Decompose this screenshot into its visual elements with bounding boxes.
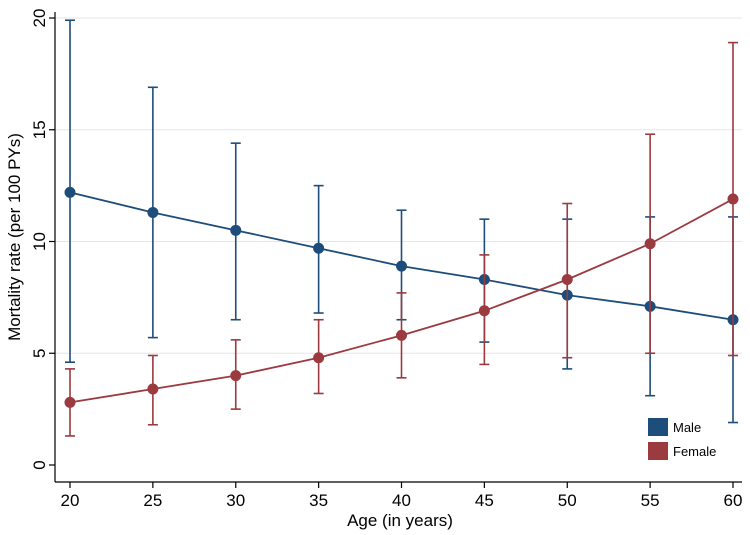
x-tick-label-55: 55 [641,491,660,510]
point-female-60 [727,193,739,205]
y-tick-label-10: 10 [30,232,49,251]
x-tick-label-40: 40 [392,491,411,510]
point-female-50 [561,273,573,285]
point-male-30 [230,224,242,236]
x-tick-label-45: 45 [475,491,494,510]
point-male-35 [313,242,325,254]
x-tick-label-20: 20 [61,491,80,510]
y-axis-title: Mortality rate (per 100 PYs) [5,133,24,341]
point-female-45 [478,305,490,317]
x-axis-title: Age (in years) [347,511,453,530]
point-female-25 [147,383,159,395]
y-tick-label-15: 15 [30,120,49,139]
legend-swatch-male [648,418,668,436]
legend: Male Female [648,418,716,460]
legend-swatch-female [648,442,668,460]
point-female-40 [396,329,407,341]
x-tick-label-35: 35 [309,491,328,510]
x-tick-label-30: 30 [226,491,245,510]
point-female-20 [64,396,76,408]
x-tick-label-50: 50 [558,491,577,510]
point-male-40 [396,260,407,272]
point-female-55 [644,238,656,250]
point-male-25 [147,206,159,218]
legend-label-female: Female [673,444,716,459]
point-female-35 [313,352,325,364]
ticks-layer: 0 5 10 15 20 20 25 30 35 40 45 50 55 60 [30,9,742,510]
series-layer [64,19,739,437]
point-male-20 [64,186,76,198]
y-tick-label-0: 0 [30,460,49,469]
axes-layer [54,12,742,483]
y-tick-label-20: 20 [30,9,49,28]
x-tick-label-60: 60 [724,491,743,510]
grid-layer [55,17,742,354]
y-tick-label-5: 5 [30,349,49,358]
legend-label-male: Male [673,420,701,435]
x-tick-label-25: 25 [143,491,162,510]
point-female-30 [230,370,242,382]
